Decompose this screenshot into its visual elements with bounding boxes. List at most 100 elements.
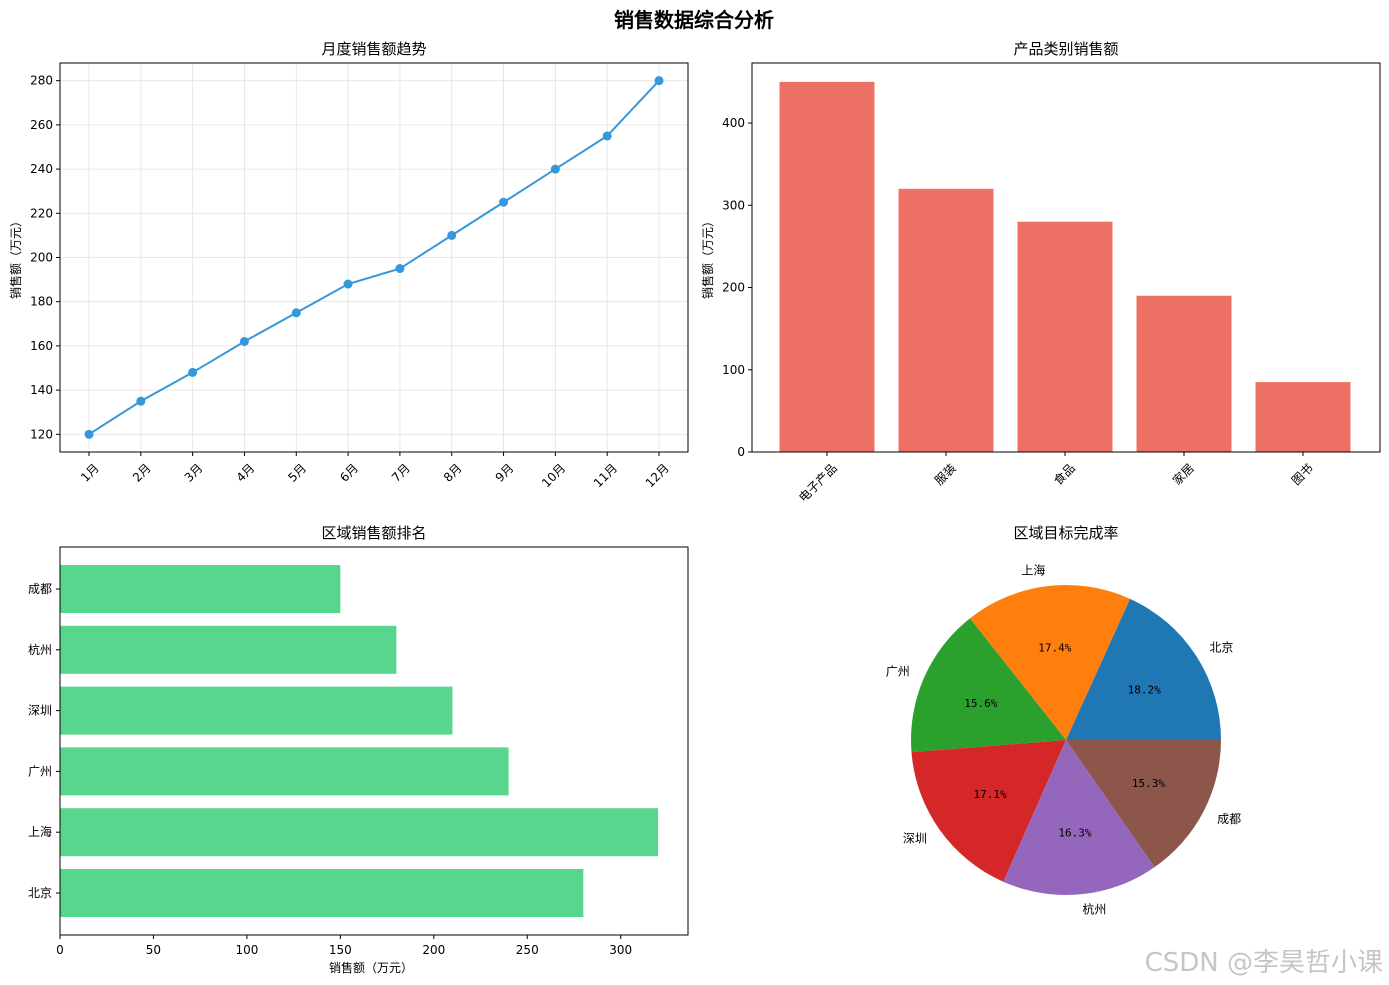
pie-percent-label: 17.1% [974,788,1007,801]
y-tick-label: 120 [30,427,53,441]
x-tick-label: 300 [609,943,632,957]
data-point [550,164,560,174]
y-tick-label: 北京 [28,886,52,900]
y-tick-label: 220 [30,206,53,220]
pie-percent-label: 18.2% [1128,684,1161,697]
y-tick-label: 200 [722,281,745,295]
y-tick-label: 260 [30,118,53,132]
y-tick-label: 0 [737,445,745,459]
pie-chart-title: 区域目标完成率 [1013,524,1118,542]
y-tick-label: 280 [30,74,53,88]
data-point [136,396,146,406]
x-tick-label: 50 [146,943,161,957]
x-tick-label: 3月 [182,461,206,485]
pie-percent-label: 15.6% [964,697,997,710]
x-tick-label: 电子产品 [796,461,840,505]
data-point [291,308,301,318]
y-tick-label: 上海 [28,824,52,839]
y-tick-label: 400 [722,116,745,130]
x-tick-label: 0 [56,943,64,957]
hbar-chart-title: 区域销售额排名 [321,524,426,542]
data-point [395,264,405,274]
data-point [654,76,664,86]
bar [779,81,875,452]
csdn-watermark: CSDN @李昊哲小课 [1144,948,1383,978]
bar [60,686,453,735]
data-point [84,429,94,439]
plot-frame [751,62,1381,453]
y-tick-label: 成都 [28,582,52,596]
data-point [499,197,509,207]
bar [1255,382,1351,452]
pie-percent-label: 17.4% [1038,642,1071,655]
pie-slice [1066,740,1221,868]
x-tick-label: 11月 [591,461,620,490]
data-point [602,131,612,141]
category-sales-bar-chart: 产品类别销售额 销售额（万元） 0 100 200 300 400 电子产品 服装 食品 家居 图… [700,40,1381,505]
monthly-sales-line-chart: 月度销售额趋势 销售额（万元） 120 140 160 180 200 220 240 260… [8,40,689,490]
y-tick-label: 200 [30,251,53,265]
pie-label: 深圳 [903,832,927,846]
x-tick-label: 2月 [130,461,154,485]
x-tick-label: 食品 [1050,460,1078,488]
line-chart-title: 月度销售额趋势 [321,40,426,58]
line-chart-ylabel: 销售额（万元） [8,215,23,299]
pie-slice [911,618,1066,753]
y-tick-label: 300 [722,198,745,212]
pie-label: 杭州 [1082,902,1106,917]
plot-frame [59,546,689,936]
x-tick-label: 10月 [539,461,568,490]
x-tick-label: 6月 [337,461,361,485]
y-tick-label: 160 [30,339,53,353]
pie-slice [911,740,1066,882]
bar [60,565,341,613]
bar [60,625,397,674]
pie-slice [969,585,1131,740]
x-tick-label: 1月 [78,461,102,485]
x-tick-label: 150 [329,943,352,957]
x-tick-label: 4月 [234,461,258,485]
plot-frame [59,62,689,453]
pie-label: 上海 [1021,563,1045,578]
bar [60,747,509,796]
data-point [188,367,198,377]
figure-title: 销售数据综合分析 [614,8,774,32]
data-point [343,279,353,289]
bar [60,808,659,857]
data-point [239,336,249,346]
bar [60,869,584,917]
pie-percent-label: 16.3% [1058,827,1091,840]
bar [1017,221,1113,452]
region-ranking-hbar-chart: 区域销售额排名 销售额（万元） 北京 上海 广州 深圳 杭州 成都 0 50 100 150 200… [28,524,689,975]
y-tick-label: 180 [30,295,53,309]
x-tick-label: 100 [235,943,258,957]
hbar-chart-xlabel: 销售额（万元） [329,960,413,975]
x-tick-label: 5月 [285,461,309,485]
y-tick-label: 240 [30,162,53,176]
pie-label: 北京 [1209,641,1233,655]
y-tick-label: 100 [722,363,745,377]
bar [1136,295,1232,452]
x-tick-label: 服装 [932,461,959,488]
pie-slice [1003,740,1155,895]
data-point [447,230,457,240]
pie-label: 成都 [1217,812,1241,826]
sales-trend-line [88,79,660,436]
pie-slice [1066,598,1221,740]
y-tick-label: 140 [30,383,53,397]
x-tick-label: 7月 [389,461,413,485]
pie-label: 广州 [886,665,910,679]
pie-percent-label: 15.3% [1132,777,1165,790]
x-tick-label: 8月 [441,461,465,485]
x-tick-label: 图书 [1289,461,1316,488]
x-tick-label: 12月 [643,461,672,490]
x-tick-label: 9月 [493,461,517,485]
bar-chart-title: 产品类别销售额 [1013,40,1118,58]
y-tick-label: 广州 [28,764,52,778]
bar-chart-ylabel: 销售额（万元） [700,215,715,299]
bar [898,188,994,453]
x-tick-label: 家居 [1169,460,1197,488]
x-tick-label: 250 [516,943,539,957]
y-tick-label: 深圳 [28,704,52,718]
